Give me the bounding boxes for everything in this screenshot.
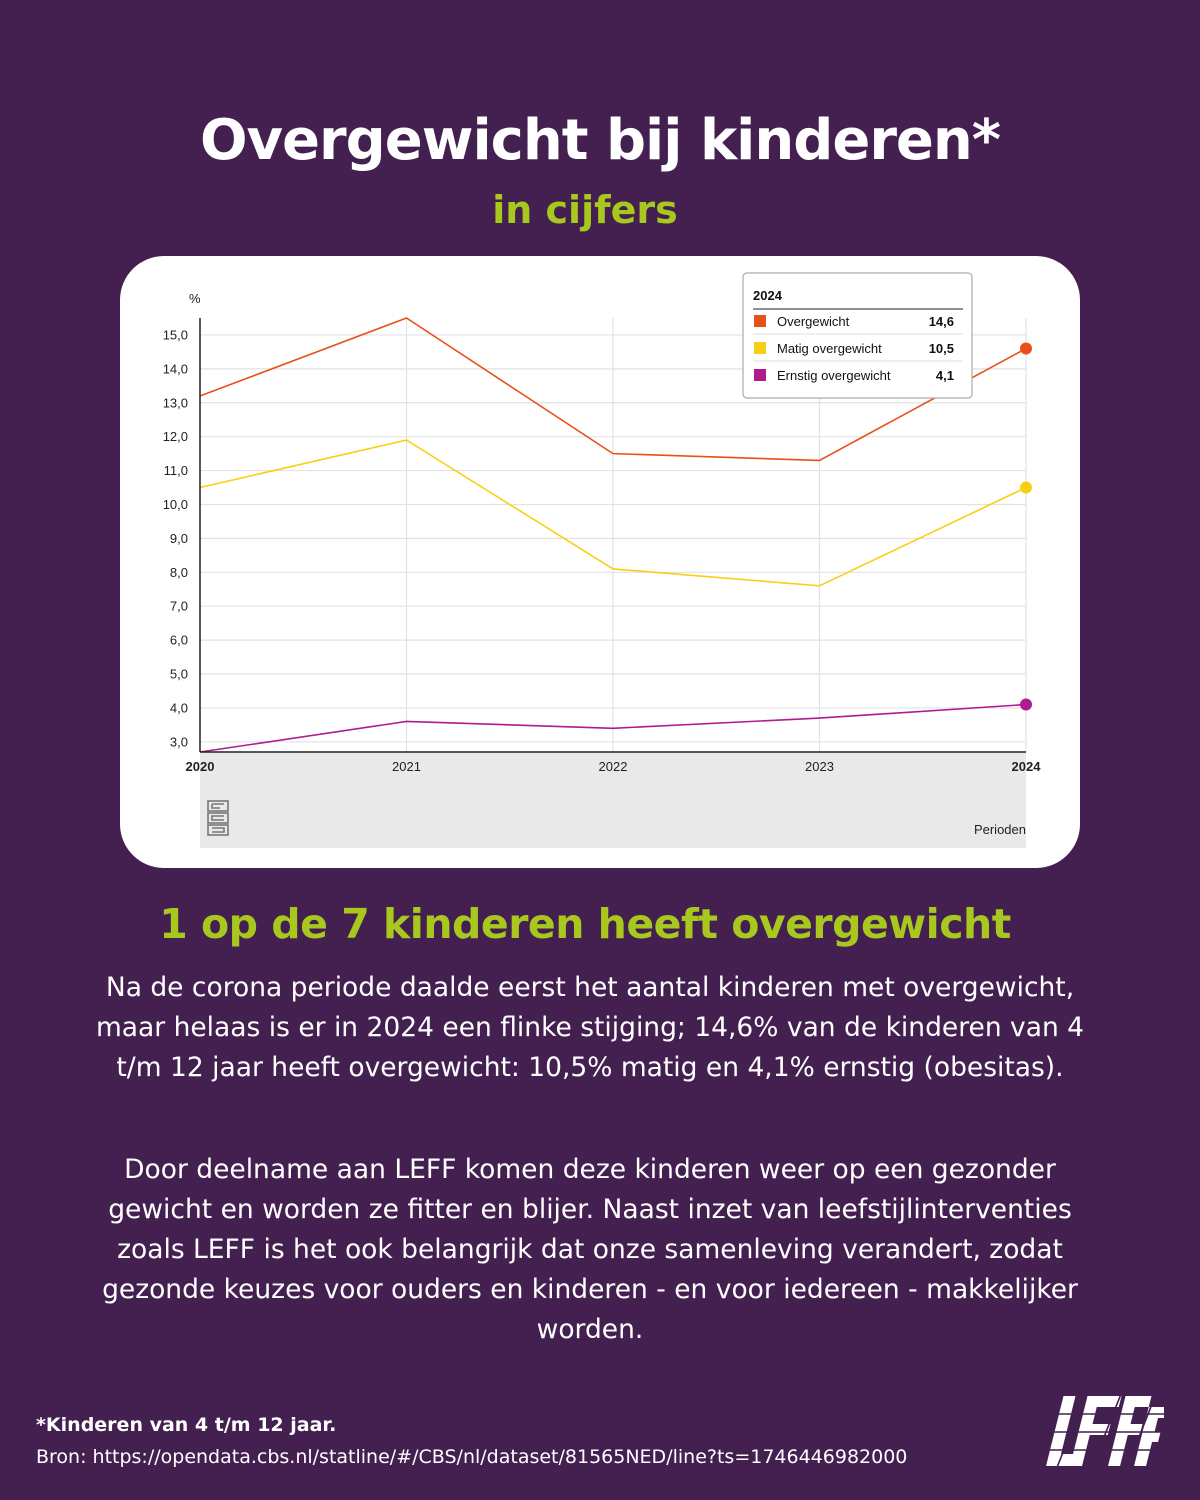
- leff-logo: [1046, 1394, 1164, 1470]
- y-tick-label: 14,0: [163, 361, 188, 376]
- series-line-ernstig-overgewicht: [199, 703, 1027, 753]
- series-point-matig-overgewicht[interactable]: [1020, 481, 1032, 494]
- y-tick-label: 7,0: [170, 599, 188, 614]
- series-point-overgewicht[interactable]: [1020, 342, 1032, 355]
- y-tick-label: 11,0: [164, 463, 188, 478]
- page-title: Overgewicht bij kinderen*: [199, 108, 1001, 173]
- legend-value-ernstig: 4,1: [936, 368, 954, 383]
- legend-swatch-ernstig: [754, 369, 766, 381]
- legend-title: 2024: [753, 288, 783, 303]
- x-tick-label: 2024: [1012, 759, 1042, 774]
- legend-value-overgewicht: 14,6: [929, 314, 954, 329]
- intro-paragraph: Na de corona periode daalde eerst het aa…: [95, 972, 1085, 1083]
- y-tick-label: 10,0: [163, 497, 188, 512]
- legend-value-matig: 10,5: [929, 341, 954, 356]
- y-tick-label: 3,0: [170, 734, 188, 749]
- line-chart: 3,0 4,0 5,0 6,0 7,0 8,0 9,0 10,0 11,0 12,0 13,0 14,…: [163, 272, 1042, 848]
- x-axis-label: Perioden: [974, 822, 1026, 837]
- series-line-matig-overgewicht: [199, 439, 1027, 587]
- legend-label-matig: Matig overgewicht: [777, 341, 882, 356]
- x-tick-label: 2021: [392, 759, 421, 774]
- y-axis-label: %: [189, 291, 201, 306]
- page-subtitle: in cijfers: [492, 188, 678, 232]
- y-tick-label: 5,0: [170, 667, 188, 682]
- series-point-ernstig-overgewicht[interactable]: [1020, 698, 1032, 711]
- chart-legend: 2024 Overgewicht 14,6 Matig overgewicht …: [742, 272, 973, 399]
- legend-swatch-matig: [754, 342, 766, 354]
- y-tick-label: 15,0: [163, 327, 188, 342]
- leff-paragraph: Door deelname aan LEFF komen deze kinder…: [102, 1154, 1078, 1345]
- key-finding-headline: 1 op de 7 kinderen heeft overgewicht: [159, 900, 1011, 948]
- cbs-logo: [207, 800, 229, 836]
- legend-label-overgewicht: Overgewicht: [777, 314, 850, 329]
- y-tick-label: 13,0: [163, 395, 188, 410]
- y-tick-label: 6,0: [170, 633, 188, 648]
- x-tick-label: 2023: [805, 759, 834, 774]
- legend-label-ernstig: Ernstig overgewicht: [777, 368, 891, 383]
- y-tick-label: 12,0: [163, 429, 188, 444]
- y-tick-label: 8,0: [170, 565, 188, 580]
- chart-card: 3,0 4,0 5,0 6,0 7,0 8,0 9,0 10,0 11,0 12,0 13,0 14,…: [120, 256, 1080, 868]
- y-tick-label: 9,0: [170, 531, 188, 546]
- y-tick-label: 4,0: [170, 700, 188, 715]
- x-tick-label: 2020: [186, 759, 215, 774]
- x-tick-label: 2022: [599, 759, 628, 774]
- x-axis-panel: [200, 752, 1026, 848]
- legend-swatch-overgewicht: [754, 315, 766, 327]
- series-line-overgewicht: [199, 317, 1027, 462]
- footnote: *Kinderen van 4 t/m 12 jaar.: [36, 1414, 337, 1436]
- source-link[interactable]: Bron: https://opendata.cbs.nl/statline/#…: [36, 1446, 908, 1468]
